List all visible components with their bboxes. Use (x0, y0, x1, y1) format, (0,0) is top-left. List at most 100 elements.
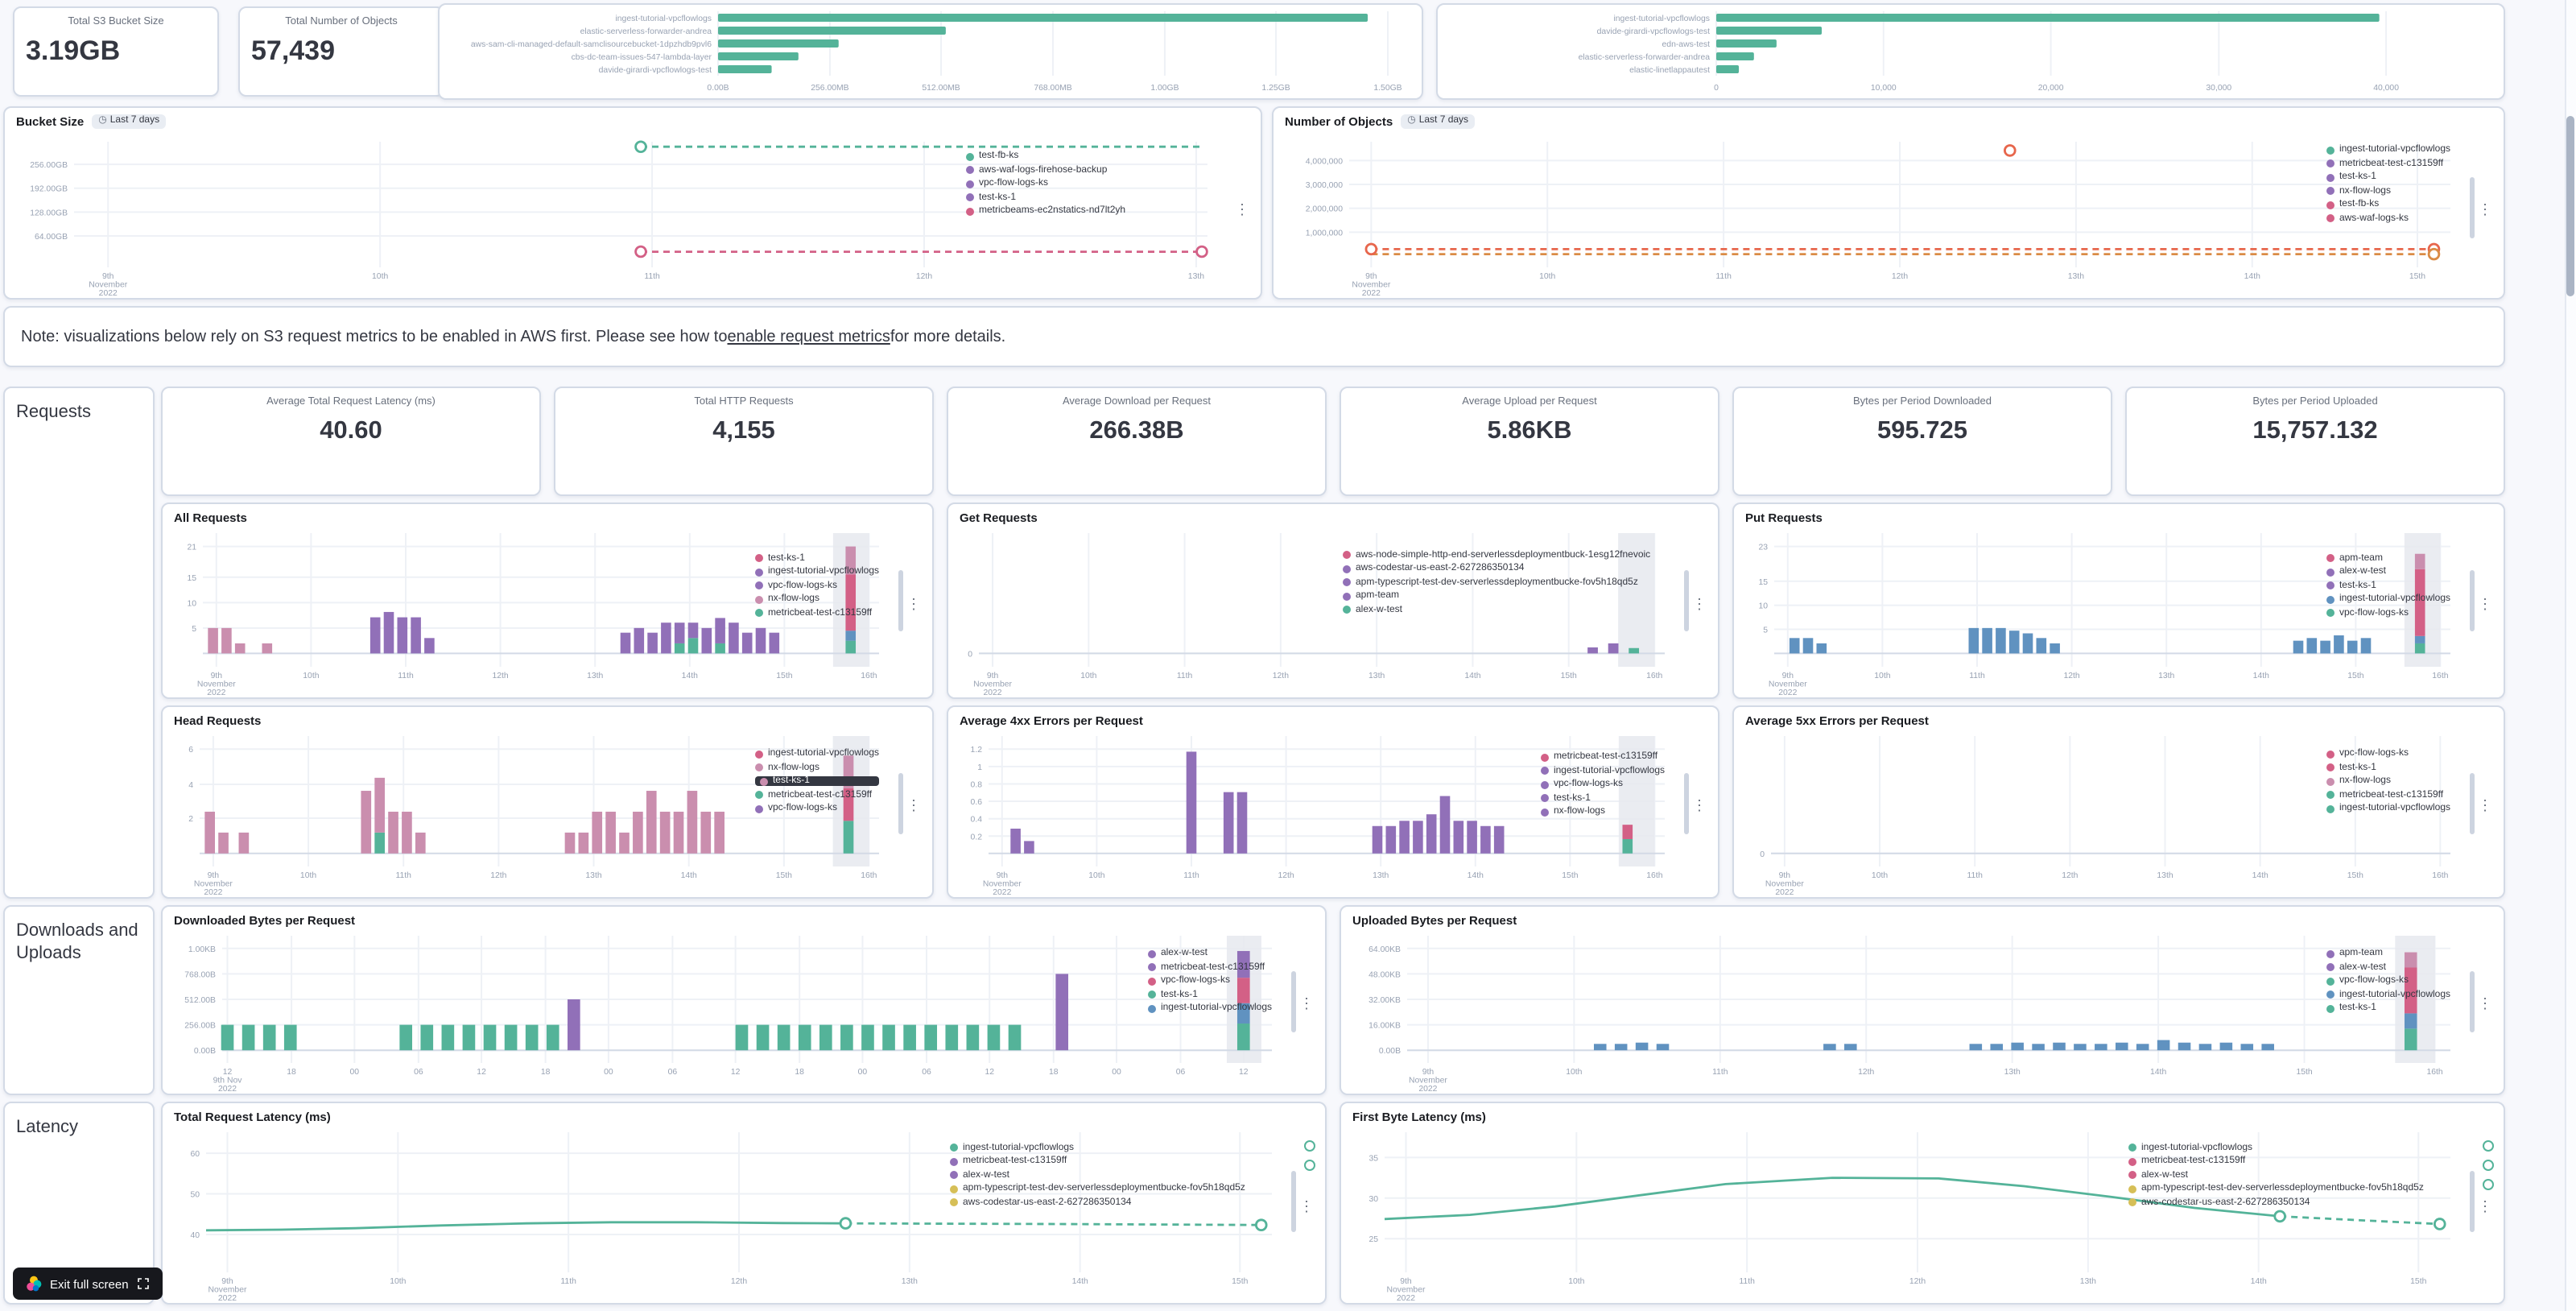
legend-scrollbar[interactable] (2470, 1171, 2475, 1233)
legend-item[interactable]: alex-w-test (2326, 568, 2450, 577)
legend-item[interactable]: metricbeat-test-c13159ff (754, 609, 879, 618)
legend-item[interactable]: nx-flow-logs (754, 595, 879, 605)
legend-menu-icon[interactable]: ⋮ (2478, 995, 2492, 1012)
legend-item[interactable]: alex-w-test (1147, 949, 1272, 958)
legend-scrollbar[interactable] (898, 570, 903, 632)
legend-item[interactable]: vpc-flow-logs-ks (1147, 976, 1272, 986)
legend-item[interactable]: metricbeat-test-c13159ff (754, 791, 879, 800)
legend-item[interactable]: apm-typescript-test-dev-serverlessdeploy… (1343, 577, 1665, 587)
legend-item[interactable]: ingest-tutorial-vpcflowlogs (2326, 145, 2450, 155)
legend-item[interactable]: aws-waf-logs-firehose-backup (966, 165, 1208, 175)
legend-item[interactable]: ingest-tutorial-vpcflowlogs (2326, 990, 2450, 999)
legend-item[interactable]: test-ks-1 (2326, 763, 2450, 773)
legend-item[interactable]: aws-node-simple-http-end-serverlessdeplo… (1343, 550, 1665, 560)
legend-scrollbar[interactable] (2470, 177, 2475, 238)
legend-menu-icon[interactable]: ⋮ (906, 596, 921, 613)
legend-item[interactable]: vpc-flow-logs-ks (754, 581, 879, 591)
legend-item[interactable]: alex-w-test (2128, 1171, 2450, 1181)
legend-item[interactable]: test-ks-1 (754, 554, 879, 564)
legend-item[interactable]: met­ricbeat-test-c13159ff (1147, 962, 1272, 973)
legend-menu-icon[interactable]: ⋮ (1235, 201, 1249, 217)
legend-item[interactable]: alex-w-test (950, 1171, 1272, 1181)
legend-scrollbar[interactable] (1291, 1171, 1296, 1233)
svg-text:10th: 10th (1872, 871, 1888, 880)
legend-menu-icon[interactable]: ⋮ (906, 797, 921, 814)
legend-item[interactable]: test-fb-ks (966, 151, 1208, 161)
legend-item[interactable]: apm-typescript-test-dev-serverlessdeploy… (2128, 1185, 2450, 1194)
legend-scrollbar[interactable] (2470, 570, 2475, 632)
enable-request-metrics-link[interactable]: enable request metrics (727, 328, 890, 345)
legend-item[interactable]: aws-waf-logs-ks (2326, 213, 2450, 223)
legend-menu-icon[interactable]: ⋮ (1299, 1197, 1314, 1214)
legend-menu-icon[interactable]: ⋮ (1692, 797, 1707, 814)
legend-item[interactable]: ingest-tutorial-vpcflowlogs (2326, 804, 2450, 814)
svg-text:12th: 12th (916, 272, 932, 281)
legend-scrollbar[interactable] (1291, 971, 1296, 1033)
legend-scrollbar[interactable] (2470, 971, 2475, 1033)
legend-item[interactable]: test-ks-1 (966, 192, 1208, 202)
legend-scrollbar[interactable] (2470, 772, 2475, 834)
chart-legend: ingest-tutorial-vpcflowlogs metricbeat-te… (950, 1144, 1272, 1208)
legend-item[interactable]: ingest-tutorial-vpcflowlogs (2128, 1144, 2450, 1153)
legend-item[interactable]: ingest-tutorial-vpcflowlogs (950, 1144, 1272, 1153)
legend-item[interactable]: test-ks-1 (2326, 1003, 2450, 1013)
legend-item[interactable]: test-ks-1 (1147, 990, 1272, 999)
legend-item[interactable]: alex-w-test (1343, 605, 1665, 614)
legend-dot-icon (950, 1185, 958, 1193)
legend-item[interactable]: apm-team (2326, 949, 2450, 958)
legend-label: alex-w-test (963, 1170, 1010, 1181)
legend-item[interactable]: metricbeams-ec2nstatics-nd7lt2yh (966, 206, 1208, 216)
legend-item[interactable]: ingest-tutorial-vpcflowlogs (754, 568, 879, 577)
legend-item[interactable]: nx-flow-logs (1540, 808, 1665, 817)
page-scrollbar-thumb[interactable] (2566, 116, 2574, 296)
legend-scrollbar[interactable] (898, 772, 903, 834)
legend-item[interactable]: metricbeat-test-c13159ff (2128, 1157, 2450, 1167)
legend-menu-icon[interactable]: ⋮ (1299, 995, 1314, 1012)
legend-item[interactable]: vpc-flow-logs-ks (1540, 780, 1665, 790)
legend-menu-icon[interactable]: ⋮ (1692, 596, 1707, 613)
legend-item[interactable]: metricbeat-test-c13159ff (1540, 753, 1665, 763)
legend-item[interactable]: nx-flow-logs (2326, 186, 2450, 196)
legend-item[interactable]: metricbeat-test-c13159ff (2326, 791, 2450, 800)
legend-item[interactable]: aws-codestar-us-east-2-627286350134 (1343, 564, 1665, 573)
legend-item[interactable]: vpc-flow-logs-ks (2326, 976, 2450, 986)
legend-item[interactable]: alex-w-test (2326, 962, 2450, 972)
legend-item[interactable]: test-ks-1 (1540, 794, 1665, 804)
legend-item[interactable]: apm-team (1343, 591, 1665, 601)
legend-item[interactable]: nx-flow-logs (2326, 777, 2450, 787)
legend-item[interactable]: aws-codestar-us-east-2-627286350134 (950, 1198, 1272, 1208)
legend-item[interactable]: ingest-tutorial-vpcflowlogs (1147, 1003, 1272, 1013)
svg-text:10: 10 (1758, 602, 1768, 611)
legend-item[interactable]: nx-flow-logs (754, 763, 879, 773)
legend-item[interactable]: vpc-flow-logs-ks (2326, 609, 2450, 618)
legend-item[interactable]: ingest-tutorial-vpcflowlogs (2326, 595, 2450, 605)
legend-item[interactable]: test-ks-1 (2326, 581, 2450, 591)
legend-item[interactable]: ingest-tutorial-vpcflowlogs (1540, 767, 1665, 776)
legend-item[interactable]: test-ks-1 (754, 776, 879, 787)
legend-menu-icon[interactable]: ⋮ (2478, 596, 2492, 613)
legend-menu-icon[interactable]: ⋮ (2478, 1197, 2492, 1214)
svg-text:13th: 13th (585, 871, 601, 880)
legend-scrollbar[interactable] (1684, 772, 1689, 834)
legend-item[interactable]: apm-team (2326, 554, 2450, 564)
legend-item[interactable]: metricbeat-test-c13159ff (950, 1157, 1272, 1167)
legend-item[interactable]: test-fb-ks (2326, 200, 2450, 209)
legend-scrollbar[interactable] (1684, 570, 1689, 632)
legend-item[interactable]: vpc-flow-logs-ks (966, 179, 1208, 188)
legend-item[interactable]: test-ks-1 (2326, 172, 2450, 182)
time-range-badge[interactable]: ◷ Last 7 days (92, 114, 167, 130)
page-scrollbar[interactable] (2565, 0, 2576, 1311)
legend-item[interactable]: ingest-tutorial-vpcflowlogs (754, 750, 879, 759)
legend-item[interactable]: vpc-flow-logs-ks (2326, 750, 2450, 759)
legend-menu-icon[interactable]: ⋮ (2478, 797, 2492, 814)
legend-menu-icon[interactable]: ⋮ (2478, 201, 2492, 217)
legend-item[interactable]: metricbeat-test-c13159ff (2326, 159, 2450, 168)
legend-item[interactable]: vpc-flow-logs-ks (754, 804, 879, 814)
time-range-badge[interactable]: ◷ Last 7 days (1401, 114, 1476, 130)
total-request-latency-chart: 60 50 40 9th November 2022 10th 11th 12th 13th 14t… (167, 1126, 1285, 1301)
exit-fullscreen-button[interactable]: Exit full screen (13, 1268, 163, 1300)
legend-label: met­ricbeat-test-c13159ff (1160, 962, 1265, 973)
legend-item[interactable]: aws-codestar-us-east-2-627286350134 (2128, 1198, 2450, 1208)
legend-item[interactable]: apm-typescript-test-dev-serverlessdeploy… (950, 1185, 1272, 1194)
legend-label: metricbeat-test-c13159ff (963, 1156, 1067, 1167)
